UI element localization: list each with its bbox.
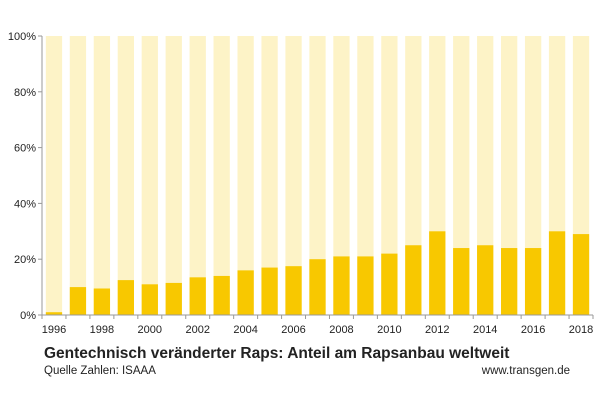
bar-1996 [45,312,63,315]
bar-2010 [381,253,398,315]
bar-2016 [524,248,542,315]
x-tick-label: 2014 [473,324,497,336]
background-bar [333,36,350,315]
website-link[interactable]: www.transgen.de [481,365,570,377]
x-axis: 1996 1998 2000 2002 2004 2006 2008 2010 2012 2014… [41,314,594,336]
bar-2001 [165,282,182,315]
bar-2013 [453,248,470,315]
bar-2009 [357,256,374,315]
background-bar [453,36,470,315]
background-bar [141,36,158,315]
bar-2018 [572,234,590,315]
bar-2012 [429,231,446,315]
y-tick-label: 80% [14,87,36,99]
background-bar [261,36,278,315]
bar-2004 [237,270,254,315]
bar-2003 [213,275,230,315]
y-tick-label: 20% [14,254,36,266]
background-bar [117,36,134,315]
y-axis: 0% 20% 40% 60% 80% 100% [8,31,43,322]
bar-2015 [501,248,518,315]
bar-2006 [285,266,302,315]
bar-2002 [189,277,206,315]
x-tick-label: 2004 [233,324,257,336]
x-tick-label: 2002 [185,324,209,336]
bar-2005 [261,267,278,315]
background-bar [45,36,63,315]
background-bar [93,36,111,315]
data-source: Quelle Zahlen: ISAAA [44,365,156,377]
background-bar [524,36,542,315]
bar-2008 [333,256,350,315]
bar-2014 [477,245,494,315]
background-bar [501,36,518,315]
bar-2017 [548,231,566,315]
x-tick-label: 2010 [377,324,401,336]
background-bar [213,36,230,315]
y-tick-label: 60% [14,143,36,155]
x-tick-label: 2016 [521,324,545,336]
x-tick-label: 1996 [42,324,66,336]
bar-1999 [117,280,134,315]
x-tick-label: 2018 [569,324,593,336]
background-bar [237,36,254,315]
x-tick-label: 2008 [329,324,353,336]
y-tick-label: 100% [8,31,36,43]
y-tick-label: 0% [20,310,36,322]
bar-1998 [93,288,111,315]
background-bar [165,36,182,315]
bar-2011 [405,245,422,315]
bar-2000 [141,284,158,315]
x-tick-label: 2012 [425,324,449,336]
background-bar [381,36,398,315]
background-bar [69,36,87,315]
background-bar [357,36,374,315]
x-tick-label: 1998 [90,324,114,336]
x-tick-label: 2006 [281,324,305,336]
background-bar [189,36,206,315]
data-bars [45,231,590,315]
x-tick-label: 2000 [138,324,162,336]
chart-title: Gentechnisch veränderter Raps: Anteil am… [44,345,510,362]
bar-2007 [309,259,326,315]
background-bar [285,36,302,315]
y-tick-label: 40% [14,198,36,210]
background-bar [309,36,326,315]
bar-1997 [69,287,87,315]
